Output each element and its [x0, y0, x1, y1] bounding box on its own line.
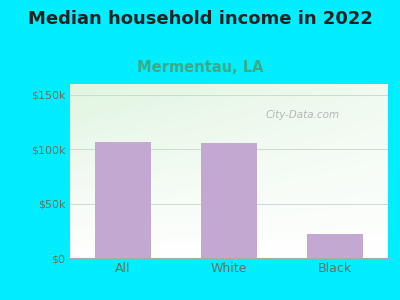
Bar [202, 143, 256, 258]
Text: Mermentau, LA: Mermentau, LA [137, 60, 263, 75]
Text: Median household income in 2022: Median household income in 2022 [28, 11, 372, 28]
Bar [308, 234, 362, 258]
Bar [96, 142, 150, 258]
Text: City-Data.com: City-Data.com [265, 110, 339, 120]
